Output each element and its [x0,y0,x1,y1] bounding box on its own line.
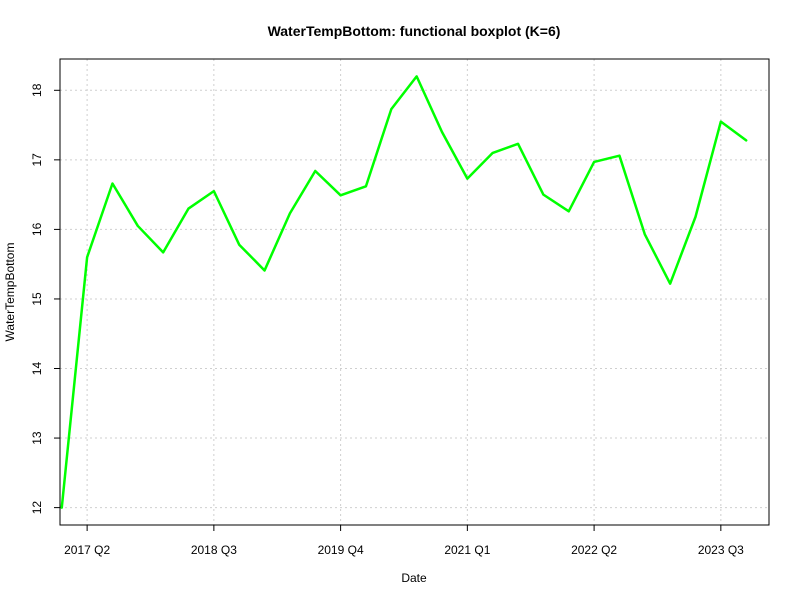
chart-title: WaterTempBottom: functional boxplot (K=6… [268,23,561,39]
x-tick-label: 2019 Q4 [318,543,364,557]
y-tick-label: 17 [30,153,44,167]
x-tick-label: 2018 Q3 [191,543,237,557]
series-layer [60,75,748,509]
x-tick-label: 2017 Q2 [64,543,110,557]
y-tick-label: 16 [30,222,44,236]
y-axis-label: WaterTempBottom [3,243,17,342]
y-tick-label: 13 [30,431,44,445]
plot-frame [59,58,770,526]
y-tick-label: 14 [30,362,44,376]
y-tick-label: 15 [30,292,44,306]
x-tick-label: 2022 Q2 [571,543,617,557]
y-tick-label: 12 [30,501,44,515]
axes-layer: 12 13 14 15 16 17 18 2017 Q2 2018 Q3 2019 Q4 2021 … [30,83,744,557]
series-line [60,75,748,509]
x-axis-label: Date [401,571,427,585]
y-tick-label: 18 [30,83,44,97]
x-tick-label: 2023 Q3 [698,543,744,557]
x-tick-label: 2021 Q1 [444,543,490,557]
grid-layer [60,59,769,525]
